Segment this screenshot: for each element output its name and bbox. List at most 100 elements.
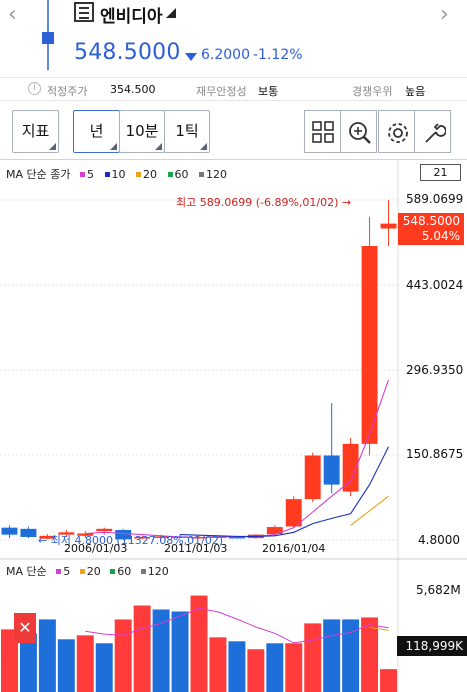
period-1tick-label: 1틱	[175, 122, 199, 140]
prev-stock-chevron-icon[interactable]: ‹	[8, 2, 17, 27]
volume-bar	[190, 595, 208, 692]
next-stock-chevron-icon[interactable]: ›	[440, 2, 449, 27]
volume-bar	[152, 609, 170, 692]
high-annotation: 최고 589.0699 (-6.89%,01/02) →	[176, 196, 352, 209]
info-icon[interactable]: i	[28, 82, 41, 95]
vol-ma20-swatch	[79, 569, 85, 574]
vol-ma5-line	[85, 607, 389, 644]
dropdown-caret-icon[interactable]	[166, 8, 176, 18]
candle-body	[20, 528, 37, 537]
vol-ma60-swatch	[110, 569, 116, 574]
volume-bar	[228, 641, 246, 692]
wrench-icon	[425, 123, 446, 143]
date-label: 2016/01/04	[262, 542, 326, 555]
competitive-label: 경쟁우위	[352, 85, 393, 98]
fair-price-value: 354.500	[110, 83, 156, 96]
stability-value: 보통	[258, 85, 279, 98]
price-change: 6.2000	[201, 47, 250, 63]
volume-bar	[57, 639, 75, 692]
ma120-swatch	[199, 172, 204, 177]
candle-count-box[interactable]: 21	[420, 164, 461, 181]
candle-body	[1, 527, 18, 535]
current-price-tag: 548.5000 5.04%	[398, 213, 464, 245]
chart-toolbar: 지표 년 10분 1틱	[0, 106, 467, 156]
ma10-line	[179, 446, 389, 537]
volume-bar	[361, 617, 379, 692]
chart-area[interactable]: MA 단순 종가 5 10 20 60 120 21 589.0699 443.…	[0, 159, 467, 692]
zoom-button[interactable]	[340, 110, 377, 153]
mini-candle-icon	[42, 0, 54, 70]
candle-body	[115, 529, 132, 540]
ma10-swatch	[104, 172, 110, 177]
volume-bar	[266, 643, 284, 692]
ma5-line	[85, 379, 390, 539]
volume-bar	[19, 633, 37, 692]
stock-name[interactable]: 엔비디아	[100, 7, 163, 27]
volume-bar	[171, 611, 189, 692]
ma60-label: 60	[174, 168, 189, 181]
period-year-button[interactable]: 년	[73, 110, 120, 153]
price-axis-label: 4.8000	[418, 533, 460, 547]
ma60-swatch	[167, 172, 173, 177]
current-price: 548.5000	[74, 40, 181, 65]
vol-ma5-label: 5	[63, 565, 71, 578]
volume-bar	[304, 623, 322, 692]
grid-icon	[312, 121, 334, 143]
period-10min-button[interactable]: 10분	[119, 110, 165, 153]
stock-header: ‹ 엔비디아 548.5000 6.2000 -1.12% ›	[0, 0, 467, 76]
volume-axis-label: 5,682M	[416, 583, 461, 597]
volume-tag: 118,999K	[397, 636, 467, 656]
tag-price: 548.5000	[402, 214, 460, 228]
ma20-line	[350, 495, 389, 526]
volume-bar	[95, 643, 113, 692]
vol-ma20-label: 20	[86, 565, 101, 578]
price-legend: MA 단순 종가 5 10 20 60 120	[6, 166, 228, 182]
close-indicator-button[interactable]: ✕	[14, 613, 36, 643]
volume-legend: MA 단순 5 20 60 120	[6, 563, 169, 579]
indicator-button[interactable]: 지표	[12, 110, 59, 153]
candle-body	[380, 223, 397, 229]
price-legend-title: MA 단순 종가	[6, 168, 71, 181]
ma120-label: 120	[206, 168, 227, 181]
volume-bar	[1, 629, 18, 692]
fair-price-label: 적정주가	[47, 85, 88, 98]
candlestick-chart[interactable]	[0, 160, 467, 692]
ma20-swatch	[136, 172, 141, 177]
ma5-label: 5	[87, 168, 94, 181]
vol-ma5-swatch	[56, 569, 62, 574]
candle-body	[39, 535, 56, 539]
layout-grid-button[interactable]	[304, 110, 341, 153]
vol-ma120-label: 120	[147, 565, 169, 578]
stability-label: 재무안정성	[196, 85, 247, 98]
price-axis-label: 589.0699	[406, 192, 464, 206]
date-label: 2011/01/03	[164, 542, 228, 555]
candle-body	[342, 443, 359, 492]
volume-bar	[133, 605, 151, 692]
competitive-value: 높음	[405, 85, 426, 98]
settings-button[interactable]	[378, 110, 415, 153]
period-1tick-button[interactable]: 1틱	[164, 110, 210, 153]
tag-pct: 5.04%	[421, 229, 460, 243]
candle-body	[304, 455, 321, 500]
candle-body	[361, 246, 378, 444]
volume-bar	[323, 619, 341, 692]
tools-button[interactable]	[414, 110, 451, 153]
valuation-info-row: i 적정주가 354.500 재무안정성 보통 경쟁우위 높음	[0, 77, 467, 101]
candle-body	[134, 536, 151, 539]
volume-bar	[76, 635, 94, 692]
volume-bar	[247, 649, 265, 692]
vol-ma120-swatch	[140, 569, 146, 574]
ma20-label: 20	[143, 168, 157, 181]
down-triangle-icon	[185, 53, 197, 61]
document-icon[interactable]	[74, 2, 94, 22]
low-annotation: ← 최저 4.8000 (11327.08%,01/02)	[38, 534, 224, 547]
candle-body	[323, 455, 340, 485]
period-year-label: 년	[89, 122, 104, 140]
volume-bar	[114, 619, 132, 692]
volume-bar	[209, 637, 227, 692]
indicator-label: 지표	[21, 122, 50, 140]
date-label: 2006/01/03	[64, 542, 128, 555]
zoom-in-icon	[349, 122, 371, 144]
price-change-pct: -1.12%	[253, 47, 303, 63]
candle-body	[228, 536, 245, 539]
